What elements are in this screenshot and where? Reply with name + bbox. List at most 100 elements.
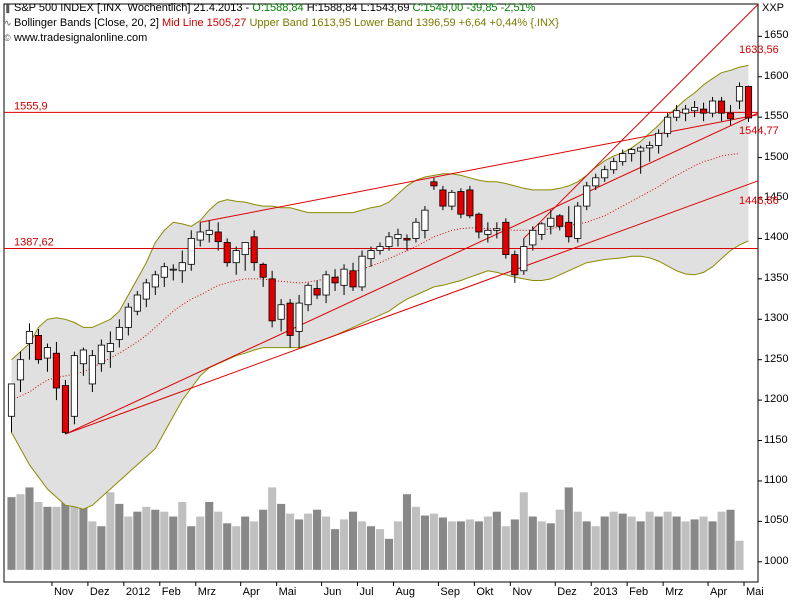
x-tick-label: Feb — [629, 586, 649, 598]
candle-up — [664, 116, 672, 134]
candle-down — [349, 270, 357, 288]
volume-bar — [250, 521, 259, 570]
header-line-instrument: ❚ S&P 500 INDEX [.INX Wöchentlich] 21.4.2… — [4, 2, 535, 15]
x-tick-label: Mai — [746, 586, 764, 598]
y-tick-label: 1500 — [764, 150, 789, 163]
y-tick-label: 1400 — [764, 231, 789, 244]
y-tick-label: 1250 — [764, 352, 789, 365]
candle-up — [709, 100, 717, 114]
y-tick-label: 1050 — [764, 514, 789, 527]
volume-bar — [537, 521, 546, 570]
volume-bar — [214, 511, 223, 570]
bollinger-mid-line — [11, 153, 740, 401]
candle-down — [726, 112, 735, 120]
y-tick-label: 1300 — [764, 312, 789, 325]
upper-band-value: Upper Band 1613,95 — [249, 17, 351, 29]
candle-up — [70, 355, 78, 417]
x-tick-label: Dez — [557, 586, 577, 598]
volume-bar — [160, 511, 169, 570]
indicator-icon: ∿ — [4, 18, 12, 28]
candle-up — [133, 294, 141, 312]
candle-up — [322, 274, 330, 296]
lower-band-value: Lower Band 1396,59 — [354, 17, 456, 29]
volume-bar — [492, 511, 501, 570]
candle-up — [277, 304, 285, 320]
volume-bar — [88, 521, 97, 570]
candlestick-icon: ❚ — [4, 3, 12, 13]
volume-bar — [609, 511, 618, 570]
low-value: L:1543,69 — [360, 2, 410, 14]
volume-bar — [268, 487, 277, 570]
high-value: H:1588,84 — [306, 2, 358, 14]
x-tick-label: Jul — [359, 586, 374, 598]
source-url: www.tradesignalonline.com — [14, 32, 148, 44]
volume-bar — [690, 519, 699, 570]
volume-bar — [663, 511, 672, 570]
candle-up — [79, 349, 87, 365]
volume-bar — [456, 521, 465, 570]
candle-down — [717, 100, 726, 114]
volume-bar — [555, 509, 564, 570]
candle-up — [610, 161, 618, 171]
open-value: O:1588,84 — [252, 2, 304, 14]
candle-down — [556, 215, 564, 227]
candle-down — [223, 242, 231, 264]
volume-bar — [528, 516, 537, 570]
candle-up — [340, 268, 348, 286]
volume-bar — [717, 511, 726, 570]
x-tick-label: Nov — [53, 586, 74, 598]
candle-up — [448, 191, 456, 207]
candle-up — [421, 209, 429, 231]
candle-up — [412, 221, 420, 239]
horizontal-level-label: 1555,9 — [14, 100, 48, 112]
volume-bar — [223, 523, 232, 570]
candle-up — [88, 355, 96, 385]
candle-up — [160, 266, 168, 278]
candle-up — [358, 255, 366, 288]
volume-bar — [178, 501, 187, 570]
candle-up — [106, 343, 114, 353]
volume-bar — [501, 526, 510, 570]
volume-bar — [16, 494, 25, 570]
y-tick-label: 1000 — [764, 554, 789, 567]
candle-up — [178, 262, 186, 272]
volume-bar — [627, 516, 636, 570]
candle-down — [403, 238, 411, 241]
candle-down — [466, 189, 474, 217]
volume-bar — [25, 487, 34, 570]
candle-up — [232, 250, 240, 264]
candle-up — [655, 132, 663, 146]
candle-up — [484, 229, 492, 235]
volume-bar — [340, 519, 349, 570]
bollinger-upper-line — [11, 64, 749, 361]
volume-bar — [205, 501, 214, 570]
candle-up — [7, 383, 16, 417]
candle-up — [646, 145, 654, 149]
candle-up — [97, 344, 105, 365]
volume-bar — [43, 506, 52, 570]
header-line-source: © www.tradesignalonline.com — [4, 32, 147, 45]
y-tick-label: 1350 — [764, 271, 789, 284]
candle-up — [385, 236, 393, 247]
x-tick-label: Apr — [242, 586, 260, 598]
price-annotation: 1633,56 — [739, 43, 779, 56]
candle-up — [25, 330, 34, 344]
volume-bar — [106, 492, 115, 570]
y-tick-label: 1450 — [764, 191, 789, 203]
y-tick-label: 1200 — [764, 393, 789, 406]
candle-down — [214, 231, 222, 243]
candle-up — [691, 107, 699, 112]
volume-bar — [124, 516, 133, 570]
candle-up — [241, 242, 249, 256]
volume-bar — [7, 497, 16, 570]
candle-down — [565, 221, 573, 238]
candle-up — [376, 246, 384, 251]
candle-up — [295, 302, 303, 332]
volume-bar — [726, 509, 735, 570]
candle-up — [304, 284, 312, 306]
candle-up — [196, 231, 204, 241]
mid-line-value: Mid Line 1505,27 — [161, 17, 247, 29]
y-tick-label: 1650 — [764, 29, 789, 42]
